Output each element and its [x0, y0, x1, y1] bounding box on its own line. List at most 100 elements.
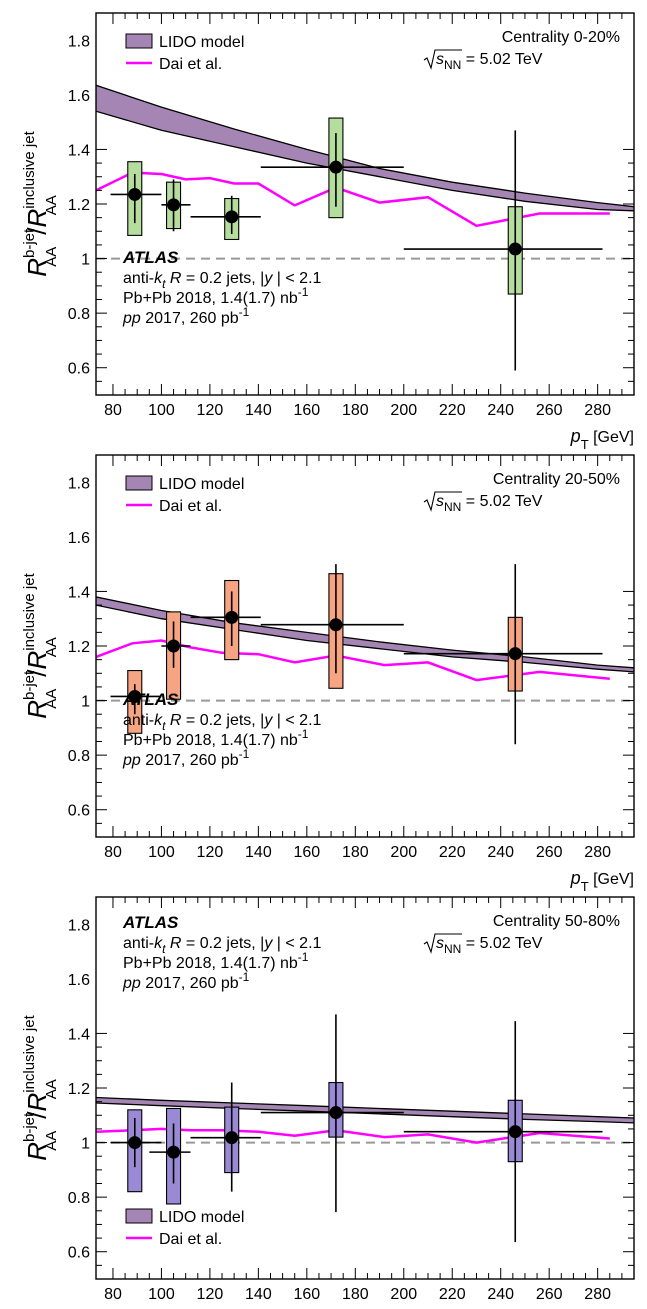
- l1-anti: anti-: [123, 712, 154, 729]
- y-tick-label: 1.6: [68, 972, 90, 989]
- atlas-line-1: anti-kt R = 0.2 jets, |y | < 2.1: [123, 270, 322, 291]
- marker: [167, 639, 181, 653]
- x-tick-label: 180: [342, 844, 369, 861]
- x-label-main: p: [570, 426, 581, 446]
- l1-r: R: [165, 935, 181, 952]
- l1-anti: anti-: [123, 935, 154, 952]
- y-label-den-sup: inclusive jet: [21, 1014, 38, 1092]
- l1-anti: anti-: [123, 270, 154, 287]
- l2-text: Pb+Pb 2018, 1.4(1.7) nb: [123, 290, 298, 307]
- y-label-num-sub: AA: [43, 689, 60, 709]
- x-tick-label: 260: [536, 402, 563, 419]
- l3-sup: -1: [239, 305, 250, 319]
- x-tick-label: 100: [148, 1286, 175, 1303]
- y-tick-label: 1.6: [68, 530, 90, 547]
- x-tick-label: 140: [245, 402, 272, 419]
- marker: [225, 610, 239, 624]
- lido-band: [96, 596, 634, 672]
- l1-t: t: [162, 942, 166, 956]
- panel-centrality-0-20: 80 100 120 140 160 180 200 220 240 260 280 0.6 0.8 1 1…: [21, 12, 635, 452]
- panel-centrality-20-50: 80 100 120 140 160 180 200 220 240 260 280 0.6 0.8 1 1…: [21, 454, 635, 894]
- l1-t: t: [162, 277, 166, 291]
- l2-sup: -1: [298, 285, 309, 299]
- marker: [225, 1131, 239, 1145]
- l1-r: R: [165, 270, 181, 287]
- data-point-2: [161, 179, 191, 232]
- x-tick-label: 100: [148, 844, 175, 861]
- dai-curve: [96, 171, 610, 228]
- l1-k: k: [154, 712, 163, 729]
- x-axis-label: pT [GeV]: [570, 426, 634, 452]
- legend-label-dai: Dai et al.: [159, 56, 222, 73]
- data-point-2: [149, 1107, 191, 1205]
- legend-band-swatch: [125, 33, 153, 49]
- atlas-brand: ATLAS: [122, 248, 179, 267]
- x-tick-label: 120: [197, 402, 224, 419]
- marker: [508, 647, 522, 661]
- data-point-5: [403, 1021, 603, 1243]
- x-tick-label: 140: [245, 844, 272, 861]
- legend-label-lido: LIDO model: [159, 34, 244, 51]
- y-label-den: R: [22, 209, 52, 228]
- l1-rest2: | < 2.1: [272, 712, 321, 729]
- l1-rest1: = 0.2 jets, |: [181, 712, 264, 729]
- atlas-line-1: anti-kt R = 0.2 jets, |y | < 2.1: [123, 935, 322, 956]
- marker: [225, 210, 239, 224]
- x-tick-label: 160: [293, 1286, 320, 1303]
- atlas-line-2: Pb+Pb 2018, 1.4(1.7) nb-1: [123, 950, 309, 972]
- data-point-1: [110, 670, 162, 734]
- l1-k: k: [154, 935, 163, 952]
- legend-band-swatch: [125, 1208, 153, 1224]
- x-tick-label: 200: [390, 402, 417, 419]
- l3-sup: -1: [239, 970, 250, 984]
- lido-band: [96, 1097, 634, 1123]
- l1-rest1: = 0.2 jets, |: [181, 270, 264, 287]
- atlas-block: ATLAS anti-kt R = 0.2 jets, |y | < 2.1Pb+…: [122, 248, 322, 327]
- lido-band-lower-edge: [96, 604, 634, 673]
- y-axis: 0.6 0.8 1 1.2 1.4 1.6 1.8: [68, 917, 634, 1266]
- y-tick-label: 1.2: [68, 1081, 90, 1098]
- centrality-label: Centrality 50-80%: [493, 913, 620, 930]
- marker: [128, 689, 142, 703]
- data-point-3: [190, 195, 261, 241]
- data-point-4: [260, 1014, 404, 1213]
- l2-sup: -1: [298, 727, 309, 741]
- energy-s: s: [436, 51, 444, 68]
- x-tick-label: 100: [148, 402, 175, 419]
- legend-label-dai: Dai et al.: [159, 498, 222, 515]
- marker: [167, 1145, 181, 1159]
- marker: [167, 198, 181, 212]
- sqrt-icon: [423, 933, 462, 954]
- l3-text: 2017, 260 pb: [141, 975, 239, 992]
- l1-rest2: | < 2.1: [272, 270, 321, 287]
- lido-band-lower-edge: [96, 110, 634, 212]
- data-point-3: [190, 1082, 261, 1192]
- y-label-den: R: [22, 1093, 52, 1112]
- y-label-num-sup: b-jet: [21, 228, 38, 258]
- data-point-2: [161, 611, 191, 700]
- legend-band-swatch: [125, 475, 153, 491]
- legend: LIDO model Dai et al.: [125, 33, 244, 73]
- centrality-label: Centrality 0-20%: [502, 29, 620, 46]
- y-label-den: R: [22, 651, 52, 670]
- y-axis-label: Rb-jet AA/Rinclusive jet AA: [21, 1014, 60, 1160]
- plot-area: [96, 1014, 634, 1243]
- atlas-line-3: pp 2017, 260 pb-1: [122, 305, 250, 327]
- y-tick-label: 1.4: [68, 584, 90, 601]
- y-tick-label: 0.8: [68, 748, 90, 765]
- x-tick-label: 160: [293, 844, 320, 861]
- x-label-main: p: [570, 868, 581, 888]
- l3-pp: pp: [122, 310, 141, 327]
- y-tick-label: 1.4: [68, 142, 90, 159]
- x-tick-label: 260: [536, 1286, 563, 1303]
- l1-rest2: | < 2.1: [272, 935, 321, 952]
- y-tick-label: 1.8: [68, 33, 90, 50]
- l2-sup: -1: [298, 950, 309, 964]
- energy-s: s: [436, 493, 444, 510]
- dai-curve: [96, 639, 610, 682]
- x-tick-label: 280: [584, 844, 611, 861]
- l3-pp: pp: [122, 752, 141, 769]
- y-label-separator: /: [22, 1111, 52, 1119]
- y-tick-label: 1: [81, 1136, 90, 1153]
